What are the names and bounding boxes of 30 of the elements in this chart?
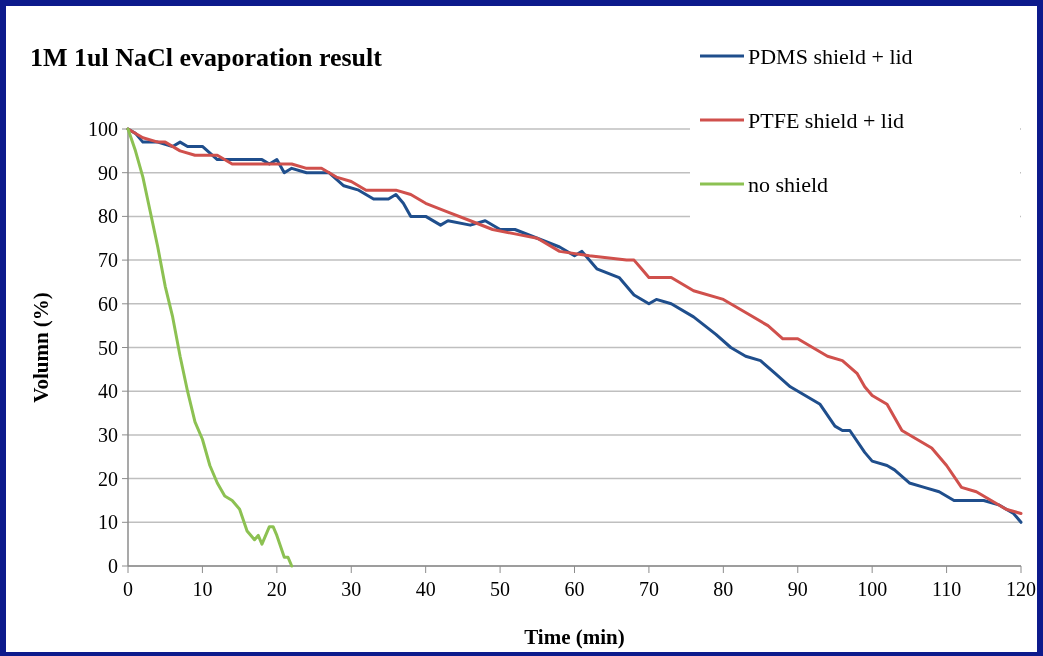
y-tick-label: 0 bbox=[108, 555, 118, 577]
y-tick-label: 90 bbox=[98, 161, 118, 184]
y-tick-label: 100 bbox=[88, 118, 118, 140]
y-tick-label: 80 bbox=[98, 205, 118, 228]
x-tick-label: 10 bbox=[192, 578, 213, 600]
legend-label: PDMS shield + lid bbox=[748, 43, 913, 69]
chart-title: 1M 1ul NaCl evaporation result bbox=[30, 43, 383, 72]
x-tick-label: 120 bbox=[1006, 578, 1036, 600]
x-tick-label: 60 bbox=[564, 578, 585, 600]
x-tick-label: 70 bbox=[638, 578, 659, 600]
y-tick-label: 10 bbox=[98, 511, 118, 534]
y-tick-label: 60 bbox=[98, 292, 118, 315]
x-tick-label: 30 bbox=[341, 578, 362, 600]
legend-label: no shield bbox=[748, 171, 829, 197]
x-tick-label: 20 bbox=[266, 578, 287, 600]
x-tick-label: 90 bbox=[787, 578, 808, 600]
x-tick-label: 110 bbox=[931, 578, 962, 600]
x-tick-label: 50 bbox=[490, 578, 511, 600]
y-tick-label: 40 bbox=[98, 380, 118, 403]
legend-label: PTFE shield + lid bbox=[748, 107, 905, 133]
y-tick-label: 70 bbox=[98, 249, 118, 272]
x-tick-label: 80 bbox=[713, 578, 734, 600]
x-tick-label: 0 bbox=[123, 578, 133, 600]
y-axis-title: Volumn (%) bbox=[29, 292, 53, 403]
y-tick-label: 20 bbox=[98, 467, 118, 490]
y-tick-label: 50 bbox=[98, 336, 118, 359]
x-tick-label: 40 bbox=[415, 578, 436, 600]
y-tick-label: 30 bbox=[98, 423, 118, 446]
x-axis-title: Time (min) bbox=[524, 625, 625, 649]
x-tick-label: 100 bbox=[857, 578, 888, 600]
